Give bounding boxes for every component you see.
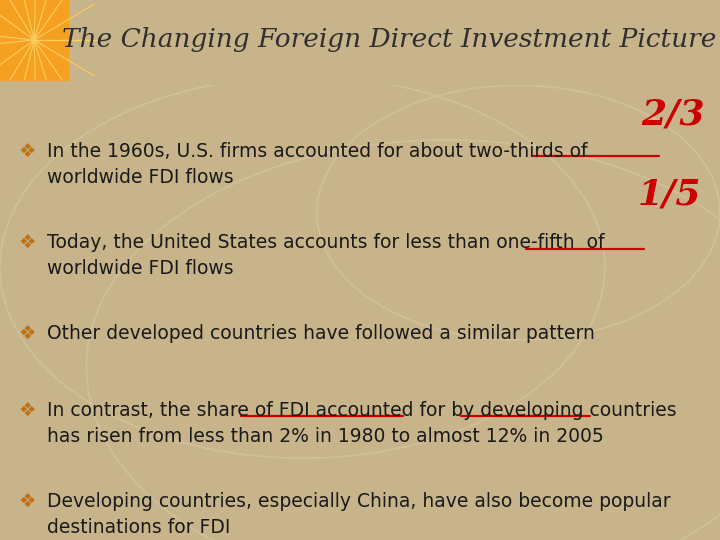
- Text: Developing countries, especially China, have also become popular
destinations fo: Developing countries, especially China, …: [47, 492, 670, 537]
- Text: ❖: ❖: [18, 324, 35, 343]
- Text: The Changing Foreign Direct Investment Picture: The Changing Foreign Direct Investment P…: [62, 28, 716, 52]
- Text: ❖: ❖: [18, 492, 35, 511]
- Text: Other developed countries have followed a similar pattern: Other developed countries have followed …: [47, 324, 595, 343]
- Text: 1/5: 1/5: [638, 178, 701, 212]
- Text: 2/3: 2/3: [642, 98, 705, 132]
- Text: In the 1960s, U.S. firms accounted for about two-thirds of
worldwide FDI flows: In the 1960s, U.S. firms accounted for a…: [47, 142, 588, 187]
- Text: ❖: ❖: [18, 142, 35, 161]
- Bar: [0, 0, 68, 80]
- Text: In contrast, the share of FDI accounted for by developing countries
has risen fr: In contrast, the share of FDI accounted …: [47, 401, 676, 446]
- Text: ❖: ❖: [18, 401, 35, 420]
- Text: ❖: ❖: [18, 233, 35, 252]
- Text: Today, the United States accounts for less than one-fifth  of
worldwide FDI flow: Today, the United States accounts for le…: [47, 233, 604, 278]
